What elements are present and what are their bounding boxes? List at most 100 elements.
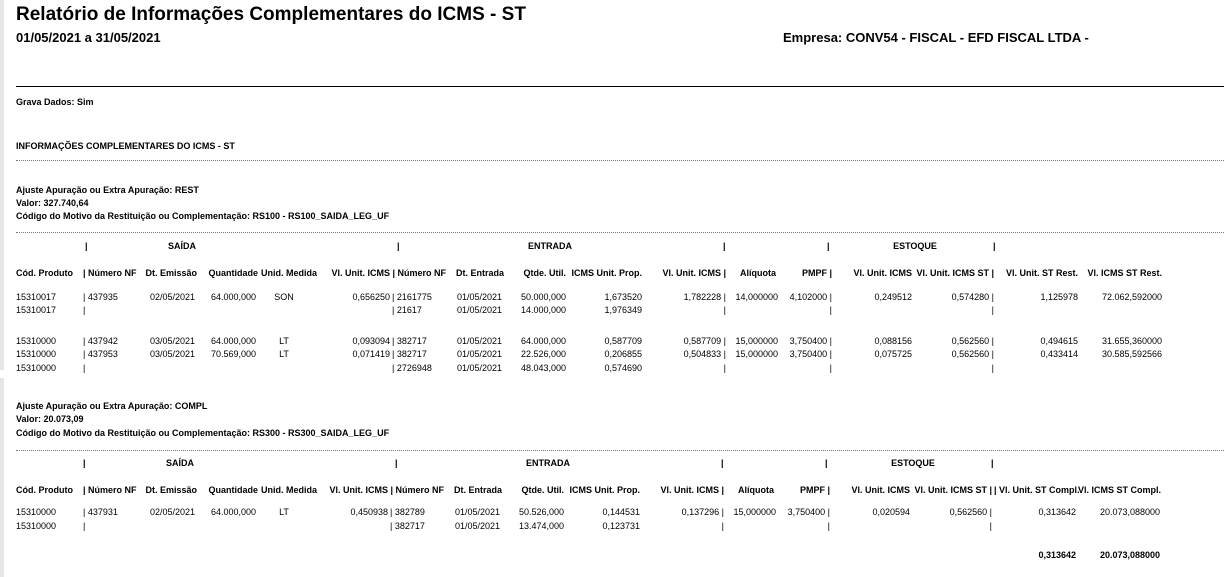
cell-isr: 20.073,088000 bbox=[1099, 507, 1160, 517]
col-quantidade: Quantidade bbox=[208, 268, 258, 278]
cell-pmpf: 4,102000 | bbox=[789, 292, 832, 302]
col-est-vl-unit-icms: Vl. Unit. ICMS bbox=[853, 268, 913, 278]
cell-icp: 1,673520 bbox=[604, 292, 642, 302]
group-separator: | bbox=[723, 241, 726, 251]
cell-nfe: | 2161775 bbox=[392, 292, 432, 302]
cell-dt: 02/05/2021 bbox=[149, 292, 195, 302]
cell-isr: 31.655,360000 bbox=[1101, 336, 1162, 346]
col-icms-unit-prop: ICMS Unit. Prop. bbox=[569, 485, 641, 495]
cell-dte: 01/05/2021 bbox=[456, 292, 502, 302]
col-vl-unit-icms: Vl. Unit. ICMS | bbox=[660, 485, 724, 495]
report-title: Relatório de Informações Complementares … bbox=[16, 4, 526, 25]
cell-qu: 50.000,000 bbox=[520, 292, 566, 302]
cell-vlu: 0,656250 bbox=[352, 292, 390, 302]
cell-qu: 48.043,000 bbox=[520, 363, 566, 373]
cell-vui: 0,587709 | bbox=[683, 336, 726, 346]
cell-vlu: 0,093094 bbox=[352, 336, 390, 346]
valor-label: Valor: 327.740,64 bbox=[16, 198, 89, 208]
cell-vui: 0,504833 | bbox=[683, 349, 726, 359]
cell-aliq: 15,000000 bbox=[735, 349, 778, 359]
cell-dte: 01/05/2021 bbox=[456, 349, 502, 359]
cell-qu: 50.526,000 bbox=[518, 507, 564, 517]
col-vl-icms-st: Vl. ICMS ST Compl. bbox=[1078, 485, 1162, 495]
cell-nfe: | 21617 bbox=[392, 305, 422, 315]
col-pmpf: PMPF | bbox=[801, 268, 832, 278]
cell-vlu: 0,071419 bbox=[352, 349, 390, 359]
col-dt-entrada: Dt. Entrada bbox=[453, 485, 502, 495]
cell-vui: | bbox=[721, 521, 724, 531]
cell-isr: 30.585,592566 bbox=[1101, 349, 1162, 359]
cell-evs: 0,562560 | bbox=[951, 349, 994, 359]
cell-nf: | 437931 bbox=[83, 507, 118, 517]
cell-dte: 01/05/2021 bbox=[456, 305, 502, 315]
cell-cod: 15310000 bbox=[16, 336, 57, 346]
cell-evi: 0,249512 bbox=[874, 292, 912, 302]
cell-pmpf: 3,750400 | bbox=[789, 349, 832, 359]
cell-isr: 72.062,592000 bbox=[1101, 292, 1162, 302]
cell-dt: 03/05/2021 bbox=[149, 336, 195, 346]
col-vl-unit-icms: Vl. Unit. ICMS | bbox=[662, 268, 726, 278]
cell-qtd: 64.000,000 bbox=[210, 336, 256, 346]
cell-dt: 02/05/2021 bbox=[149, 507, 195, 517]
group-separator: | bbox=[395, 458, 398, 468]
cell-un: LT bbox=[279, 349, 289, 359]
report-period: 01/05/2021 a 31/05/2021 bbox=[16, 30, 161, 45]
col-cod-produto: Cód. Produto bbox=[16, 268, 73, 278]
col-numero-nf: | Número NF bbox=[83, 268, 137, 278]
cell-str: 0,313642 bbox=[1038, 507, 1076, 517]
cell-un: SON bbox=[274, 292, 294, 302]
cell-nf: | bbox=[83, 521, 86, 531]
col-est-vl-unit-icms-st: Vl. Unit. ICMS ST | bbox=[914, 485, 992, 495]
cell-evs: | bbox=[991, 363, 994, 373]
cell-evs: 0,574280 | bbox=[951, 292, 994, 302]
group-separator: | bbox=[827, 241, 830, 251]
cell-evi: 0,088156 bbox=[874, 336, 912, 346]
col-dt-entrada: Dt. Entrada bbox=[455, 268, 504, 278]
group-estoque: ESTOQUE bbox=[891, 458, 935, 468]
group-separator: | bbox=[721, 458, 724, 468]
dotted-divider bbox=[16, 450, 1224, 451]
cell-evs: | bbox=[991, 305, 994, 315]
dotted-divider bbox=[16, 160, 1224, 161]
group-entrada: ENTRADA bbox=[526, 458, 570, 468]
cell-nf: | 437935 bbox=[83, 292, 118, 302]
group-estoque: ESTOQUE bbox=[893, 241, 937, 251]
group-separator: | bbox=[825, 458, 828, 468]
cell-dte: 01/05/2021 bbox=[456, 363, 502, 373]
group-separator: | bbox=[85, 241, 88, 251]
cell-pmpf: 3,750400 | bbox=[787, 507, 830, 517]
col-vl-unit-icms-numero-nf: Vl. Unit. ICMS | Número NF bbox=[329, 485, 444, 495]
cell-pmpf: 3,750400 | bbox=[789, 336, 832, 346]
grava-dados: Grava Dados: Sim bbox=[16, 97, 94, 107]
cell-qu: 22.526,000 bbox=[520, 349, 566, 359]
cell-evs: 0,562560 | bbox=[951, 336, 994, 346]
col-unid-medida: Unid. Medida bbox=[261, 268, 317, 278]
col-dt-emissao: Dt. Emissão bbox=[145, 485, 197, 495]
valor-label: Valor: 20.073,09 bbox=[16, 414, 84, 424]
col-qtde-util: Qtde. Util. bbox=[521, 485, 565, 495]
col-aliquota: Alíquota bbox=[740, 268, 776, 278]
cell-nf: | 437953 bbox=[83, 349, 118, 359]
col-quantidade: Quantidade bbox=[208, 485, 258, 495]
group-entrada: ENTRADA bbox=[528, 241, 572, 251]
cell-vlu: 0,450938 bbox=[350, 507, 388, 517]
cell-cod: 15310000 bbox=[16, 349, 57, 359]
cell-qtd: 70.569,000 bbox=[210, 349, 256, 359]
cell-nf: | 437942 bbox=[83, 336, 118, 346]
cell-dt: 03/05/2021 bbox=[149, 349, 195, 359]
cell-aliq: 15,000000 bbox=[735, 336, 778, 346]
dotted-divider bbox=[16, 232, 1224, 233]
group-saida: SAÍDA bbox=[167, 241, 196, 251]
cell-evs: | bbox=[989, 521, 992, 531]
cell-cod: 15310000 bbox=[16, 521, 57, 531]
cell-un: LT bbox=[279, 507, 289, 517]
cell-str: 0,494615 bbox=[1040, 336, 1078, 346]
cell-icp: 0,587709 bbox=[604, 336, 642, 346]
header-divider bbox=[16, 86, 1224, 87]
cell-vui: 0,137296 | bbox=[681, 507, 724, 517]
col-est-vl-unit-icms-st: Vl. Unit. ICMS ST | bbox=[916, 268, 994, 278]
col-vl-unit-st: Vl. Unit. ST Rest. bbox=[1005, 268, 1078, 278]
cell-vui: | bbox=[723, 363, 726, 373]
cell-cod: 15310017 bbox=[16, 305, 57, 315]
col-numero-nf: | Número NF bbox=[83, 485, 137, 495]
